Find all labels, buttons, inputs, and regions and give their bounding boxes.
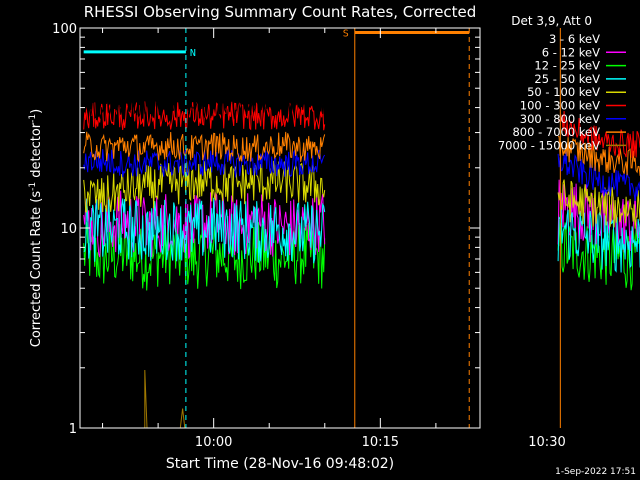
y-tick-label: 10 bbox=[60, 222, 77, 237]
series-25-50-kev bbox=[83, 197, 640, 273]
y-tick-label: 100 bbox=[52, 22, 77, 37]
legend-header: Det 3,9, Att 0 bbox=[511, 14, 592, 28]
legend-label: 300 - 800 keV bbox=[520, 112, 600, 126]
series-50-100-kev bbox=[83, 160, 640, 229]
legend-label: 100 - 300 keV bbox=[520, 99, 600, 113]
saa-marker: S bbox=[343, 28, 561, 428]
legend-label: 6 - 12 keV bbox=[542, 45, 600, 59]
saa-label: S bbox=[343, 28, 349, 39]
y-axis-label-part: Corrected Count Rate (s bbox=[29, 191, 44, 348]
legend-label: 7000 - 15000 keV bbox=[498, 138, 600, 152]
x-axis-label: Start Time (28-Nov-16 09:48:02) bbox=[166, 456, 394, 472]
y-axis-label-part: ) bbox=[29, 109, 44, 114]
y-axis-label-exponent: -1 bbox=[28, 182, 38, 191]
y-axis-label-part: detector bbox=[29, 122, 44, 182]
series-line bbox=[83, 197, 326, 264]
series-line bbox=[83, 85, 326, 120]
night-label: N bbox=[190, 48, 196, 59]
legend-label: 12 - 25 keV bbox=[534, 59, 600, 73]
y-tick-label: 1 bbox=[69, 422, 77, 437]
series-3-6-kev bbox=[83, 54, 640, 120]
legend-label: 25 - 50 keV bbox=[534, 72, 600, 86]
legend-label: 50 - 100 keV bbox=[527, 85, 600, 99]
legend-label: 3 - 6 keV bbox=[549, 32, 600, 46]
x-tick-label: 10:00 bbox=[195, 435, 232, 450]
legend-label: 800 - 7000 keV bbox=[512, 125, 600, 139]
y-axis-label: Corrected Count Rate (s-1 detector-1) bbox=[28, 109, 44, 347]
x-tick-label: 10:30 bbox=[528, 435, 565, 450]
chart-title: RHESSI Observing Summary Count Rates, Co… bbox=[84, 3, 477, 21]
x-tick-label: 10:15 bbox=[362, 435, 399, 450]
series-line bbox=[83, 160, 326, 213]
series-800-7000-kev bbox=[83, 131, 640, 176]
footer-timestamp: 1-Sep-2022 17:51 bbox=[555, 467, 636, 477]
series-line bbox=[83, 131, 326, 163]
y-axis-label-exponent: -1 bbox=[28, 114, 38, 123]
